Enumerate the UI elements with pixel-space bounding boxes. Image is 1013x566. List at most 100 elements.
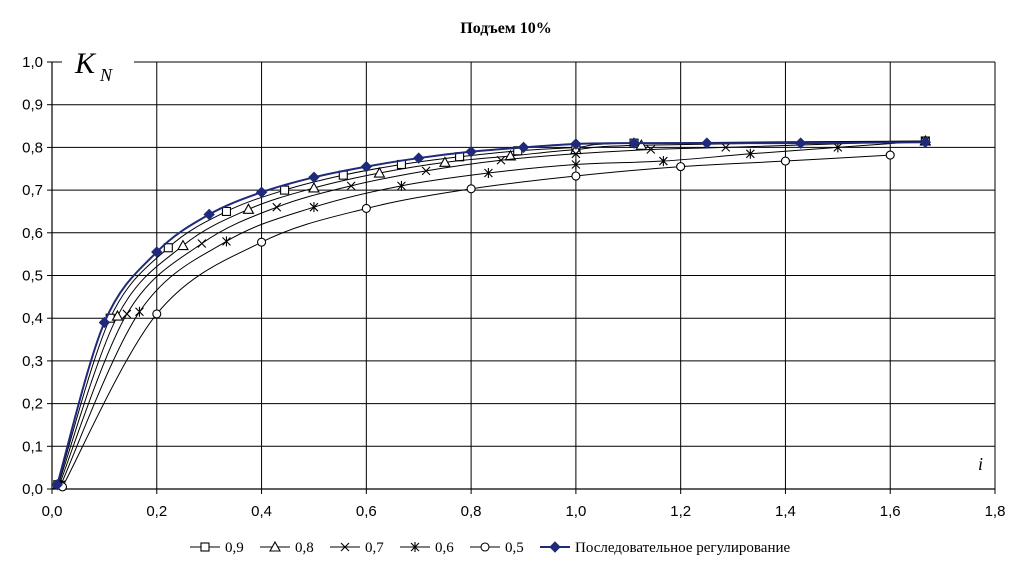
marker-diamond: [98, 316, 111, 329]
marker-diamond: [203, 208, 215, 221]
grid: [52, 61, 996, 489]
marker-diamond: [255, 186, 268, 198]
legend-entry-3: 0,7: [330, 540, 384, 556]
legend-entry-2: 0,8: [260, 540, 314, 556]
marker-asterisk: [484, 168, 493, 179]
legend-label: 0,7: [365, 540, 384, 556]
marker-triangle: [635, 139, 648, 150]
y-tick-label: 0,4: [22, 310, 43, 327]
marker-diamond: [549, 541, 561, 553]
y-tick-label: 0,1: [22, 438, 43, 455]
series-group: [51, 134, 932, 492]
y-tick-label: 0,8: [22, 139, 43, 156]
marker-diamond: [465, 145, 477, 158]
marker-triangle: [308, 181, 320, 193]
marker-asterisk: [397, 180, 406, 191]
marker-circle: [152, 309, 162, 319]
marker-cross: [496, 155, 506, 165]
marker-cross: [346, 181, 356, 191]
y-tick-label: 0,7: [22, 182, 43, 199]
x-tick-label: 0,0: [42, 503, 63, 520]
x-tick-label: 0,6: [356, 503, 377, 520]
series-line: [60, 140, 926, 485]
legend-label: 0,8: [295, 540, 314, 556]
marker-square: [280, 185, 290, 195]
legend-label: 0,9: [225, 540, 244, 556]
marker-asterisk: [222, 236, 231, 247]
marker-circle: [676, 162, 686, 172]
marker-diamond: [51, 479, 63, 491]
x-tick-label: 1,6: [880, 503, 901, 520]
y-tick-labels: 0,0 0,1 0,2 0,3 0,4 0,5 0,6 0,7 0,8 0,9 1,0: [22, 54, 43, 498]
marker-asterisk: [135, 306, 144, 317]
series-line: [57, 140, 926, 485]
axes: [47, 61, 996, 494]
series-line: [62, 154, 891, 488]
marker-asterisk: [658, 156, 668, 167]
series-line: [57, 140, 926, 485]
marker-triangle: [504, 149, 517, 161]
marker-asterisk: [833, 142, 843, 153]
legend: 0,9 0,8 0,7 0,6 0,5 Последовательное регулиро…: [190, 540, 791, 556]
marker-circle: [480, 542, 490, 552]
legend-entry-1: 0,9: [190, 540, 244, 556]
x-tick-label: 1,2: [670, 503, 691, 520]
marker-diamond: [308, 171, 320, 183]
legend-label: Последовательное регулирование: [575, 540, 791, 556]
marker-diamond: [701, 137, 713, 149]
series-line: [58, 140, 926, 485]
marker-circle: [571, 171, 581, 181]
marker-cross: [571, 149, 581, 159]
marker-triangle: [177, 239, 189, 251]
marker-circle: [361, 203, 371, 214]
marker-diamond: [919, 136, 932, 148]
x-tick-label: 1,4: [775, 503, 796, 520]
y-tick-label: 0,6: [22, 225, 43, 242]
marker-cross: [122, 309, 132, 319]
series-5: [57, 150, 895, 492]
marker-cross: [340, 542, 350, 552]
y-tick-label: 0,5: [22, 268, 43, 285]
x-axis-label: i: [978, 454, 983, 474]
marker-triangle: [269, 540, 281, 552]
marker-triangle: [373, 166, 386, 178]
y-axis-label-sub: N: [99, 65, 113, 85]
series-2: [52, 134, 932, 490]
y-tick-label: 0,9: [22, 97, 43, 114]
marker-asterisk: [410, 542, 420, 552]
y-tick-label: 0,0: [22, 481, 43, 498]
y-axis-label-main: K: [74, 47, 97, 80]
y-tick-label: 0,3: [22, 353, 43, 370]
y-tick-label: 1,0: [22, 54, 43, 71]
x-tick-label: 1,8: [985, 503, 1006, 520]
legend-entry-4: 0,6: [400, 540, 454, 556]
marker-diamond: [794, 137, 807, 149]
marker-circle: [885, 150, 895, 160]
legend-label: 0,5: [505, 540, 524, 556]
marker-asterisk: [571, 159, 581, 170]
marker-square: [200, 542, 210, 552]
marker-circle: [257, 237, 267, 247]
marker-diamond: [570, 138, 582, 150]
marker-circle: [466, 184, 476, 194]
marker-asterisk: [745, 148, 755, 159]
x-tick-label: 1,0: [565, 503, 586, 520]
marker-diamond: [151, 246, 163, 258]
legend-entry-6: Последовательное регулирование: [540, 540, 791, 556]
marker-square: [163, 243, 173, 253]
x-tick-label: 0,2: [146, 503, 167, 520]
marker-cross: [272, 202, 282, 212]
marker-circle: [780, 156, 790, 166]
marker-square: [221, 206, 232, 216]
marker-cross: [421, 166, 431, 176]
marker-cross: [646, 145, 656, 154]
y-axis-label: K N: [62, 38, 134, 85]
marker-cross: [721, 143, 731, 152]
marker-cross: [197, 239, 207, 248]
series-4: [56, 135, 930, 490]
marker-triangle: [242, 203, 255, 214]
series-6: [51, 136, 932, 491]
x-tick-label: 0,4: [251, 503, 272, 520]
x-tick-label: 0,8: [461, 503, 482, 520]
